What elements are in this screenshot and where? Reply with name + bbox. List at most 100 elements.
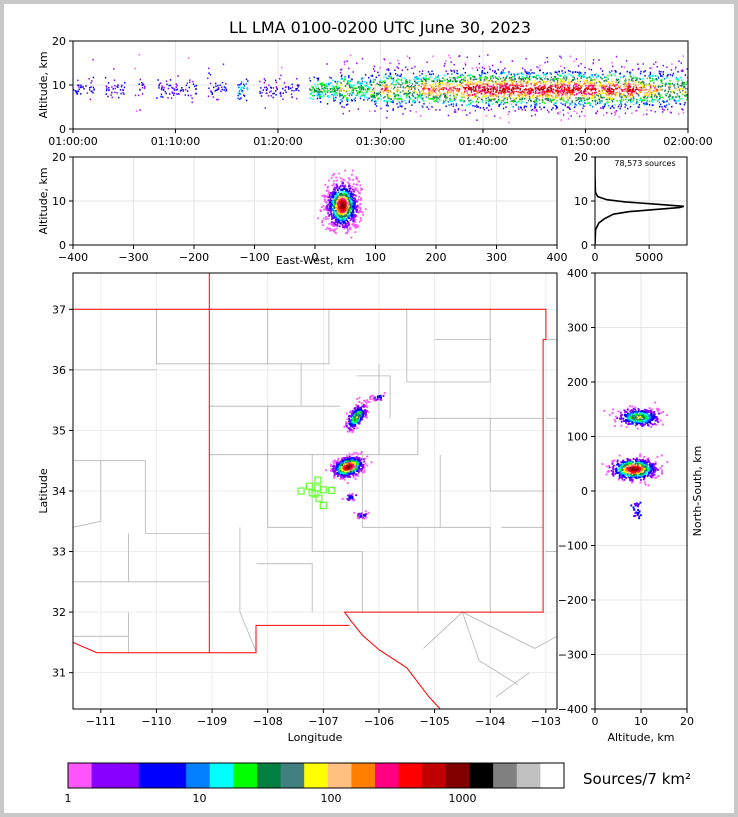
source-point (485, 97, 487, 100)
source-point (635, 81, 637, 84)
source-point (677, 83, 679, 86)
source-point (240, 97, 242, 99)
source-point (672, 92, 674, 94)
source-point (349, 209, 352, 211)
source-point (353, 98, 355, 101)
source-point (591, 84, 593, 87)
source-point (384, 84, 386, 86)
source-point (390, 76, 393, 78)
source-point (341, 105, 343, 108)
source-point (421, 97, 424, 100)
source-point (344, 200, 347, 203)
source-point (291, 83, 293, 86)
source-point (668, 89, 670, 91)
source-point (499, 85, 501, 87)
source-point (681, 98, 683, 100)
source-point (635, 92, 638, 95)
source-point (667, 74, 669, 76)
source-point (500, 72, 502, 75)
source-point (405, 86, 408, 89)
source-point (455, 96, 457, 99)
source-point (426, 80, 428, 82)
source-point (626, 70, 628, 73)
source-point (336, 221, 339, 223)
source-point (575, 84, 577, 86)
source-point (602, 114, 605, 116)
source-point (639, 86, 641, 89)
source-point (334, 99, 336, 102)
source-point (502, 100, 505, 102)
source-point (326, 186, 329, 189)
source-point (362, 77, 364, 79)
source-point (638, 104, 641, 106)
source-point (414, 76, 416, 79)
source-point (544, 86, 546, 88)
source-point (417, 89, 420, 91)
source-point (429, 76, 431, 78)
source-point (588, 82, 590, 84)
source-point (352, 216, 355, 218)
source-point (520, 84, 522, 87)
source-point (408, 90, 410, 92)
source-point (464, 64, 467, 66)
source-point (445, 60, 447, 62)
source-point (490, 80, 492, 82)
source-point (623, 66, 625, 69)
source-point (442, 82, 444, 84)
source-point (497, 82, 499, 84)
source-point (563, 76, 565, 79)
source-point (627, 85, 629, 88)
source-point (448, 80, 450, 82)
source-point (500, 101, 503, 104)
source-point (419, 93, 421, 95)
source-point (482, 80, 484, 83)
source-point (383, 90, 385, 93)
source-point (324, 207, 327, 210)
source-point (420, 85, 423, 88)
source-point (319, 90, 322, 93)
source-point (610, 98, 612, 101)
source-point (592, 94, 594, 96)
source-point (364, 96, 366, 98)
source-point (173, 88, 176, 90)
source-point (552, 91, 554, 94)
source-point (464, 62, 466, 65)
source-point (443, 101, 445, 103)
source-point (517, 91, 519, 94)
source-point (541, 79, 544, 81)
source-point (493, 71, 496, 74)
source-point (578, 91, 581, 94)
source-point (533, 84, 535, 87)
source-point (341, 74, 343, 77)
source-point (600, 101, 602, 103)
source-point (296, 78, 298, 80)
source-point (289, 87, 292, 90)
source-point (481, 96, 483, 99)
source-point (459, 76, 461, 78)
source-point (576, 77, 579, 80)
source-point (344, 78, 346, 81)
source-point (327, 179, 330, 182)
source-point (92, 92, 94, 94)
source-point (498, 105, 500, 108)
source-point (343, 476, 346, 478)
source-point (333, 90, 335, 93)
source-point (510, 100, 512, 103)
source-point (89, 89, 91, 91)
source-point (344, 221, 346, 224)
source-point (545, 91, 547, 94)
source-point (463, 79, 465, 82)
source-point (317, 93, 319, 95)
source-point (636, 93, 638, 95)
source-point (331, 93, 333, 96)
source-point (358, 80, 360, 83)
source-point (341, 208, 343, 211)
plan-view-panel: −111 −110 −109 −108 −107 −106 −105 −104 −1033132… (37, 272, 561, 744)
source-point (336, 89, 339, 92)
source-point (118, 96, 120, 99)
source-point (124, 81, 126, 84)
source-point (659, 73, 662, 75)
source-point (117, 84, 119, 86)
source-point (338, 80, 340, 83)
source-point (649, 86, 652, 88)
